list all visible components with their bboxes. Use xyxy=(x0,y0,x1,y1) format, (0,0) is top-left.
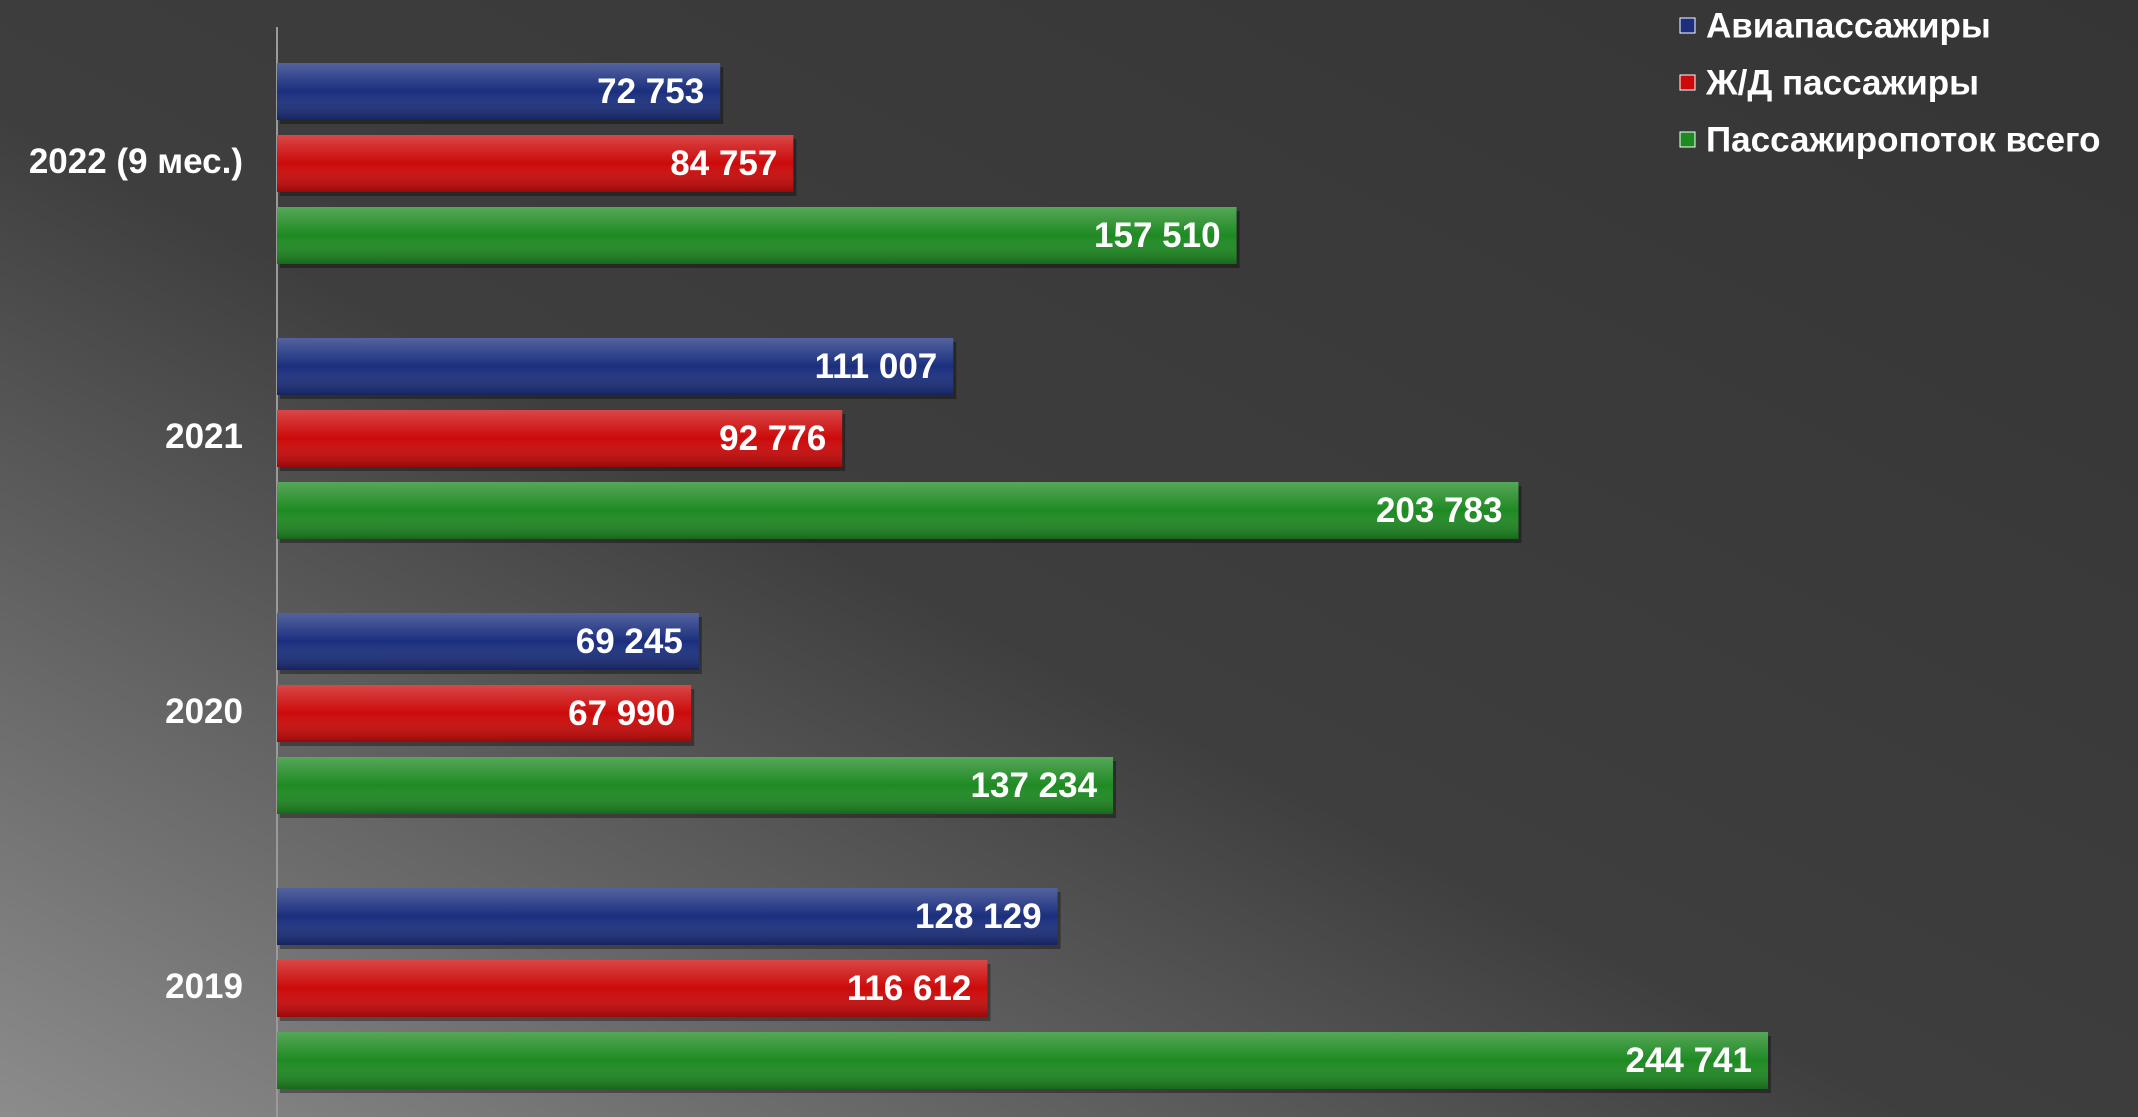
bar-shine xyxy=(277,135,794,192)
bar-shine xyxy=(277,888,1058,945)
bar-shine xyxy=(277,757,1114,814)
data-label: 111 007 xyxy=(815,347,938,386)
data-label: 244 741 xyxy=(1625,1041,1752,1080)
data-label: 69 245 xyxy=(576,622,683,661)
data-label: 92 776 xyxy=(719,419,826,458)
legend-label: Ж/Д пассажиры xyxy=(1705,63,1979,102)
data-label: 72 753 xyxy=(597,72,704,111)
bar-shine xyxy=(277,685,692,742)
bar-shine xyxy=(277,1032,1768,1089)
data-label: 128 129 xyxy=(915,897,1042,936)
bar-shine xyxy=(277,410,843,467)
legend-label: Авиапассажиры xyxy=(1706,6,1991,45)
legend-swatch xyxy=(1679,17,1696,34)
bar-shine xyxy=(277,960,988,1017)
bar-shine xyxy=(277,207,1237,264)
category-label: 2019 xyxy=(165,967,243,1006)
data-label: 157 510 xyxy=(1094,216,1221,255)
legend-label: Пассажиропоток всего xyxy=(1706,120,2101,159)
category-label: 2022 (9 мес.) xyxy=(29,142,243,181)
bar-shine xyxy=(277,338,954,395)
bar-shine xyxy=(277,613,699,670)
data-label: 116 612 xyxy=(847,969,972,1008)
legend-swatch xyxy=(1679,131,1696,148)
category-label: 2020 xyxy=(165,692,243,731)
data-label: 67 990 xyxy=(568,694,675,733)
bar-shine xyxy=(277,63,721,120)
data-label: 203 783 xyxy=(1376,491,1503,530)
category-label: 2021 xyxy=(165,417,243,456)
data-label: 84 757 xyxy=(670,144,777,183)
legend-swatch xyxy=(1679,74,1696,91)
data-label: 137 234 xyxy=(971,766,1098,805)
bar-shine xyxy=(277,482,1519,539)
